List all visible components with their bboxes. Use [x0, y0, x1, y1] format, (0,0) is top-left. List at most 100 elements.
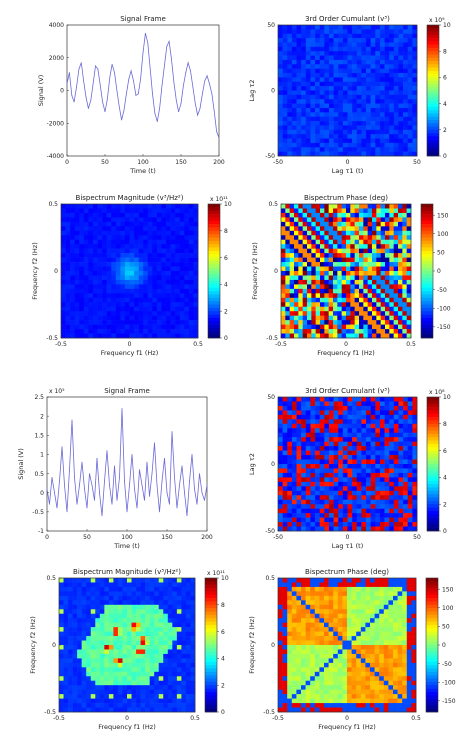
heatmap-cell: [319, 428, 325, 434]
heatmap-cell: [346, 288, 351, 294]
heatmap-cell: [315, 441, 320, 447]
heatmap-cell: [380, 239, 386, 245]
heatmap-cell: [370, 481, 376, 487]
heatmap-cell: [366, 90, 371, 96]
heatmap-cell: [127, 689, 132, 695]
heatmap-cell: [97, 244, 103, 249]
colorbar-segment: [427, 54, 439, 59]
heatmap-cell: [310, 522, 316, 527]
heatmap-cell: [333, 107, 339, 113]
heatmap-cell: [372, 324, 377, 330]
colorbar-segment: [208, 234, 220, 238]
heatmap-cell: [108, 707, 114, 713]
heatmap-cell: [407, 147, 413, 152]
heatmap-cell: [389, 477, 395, 483]
heatmap-cell: [113, 609, 119, 615]
heatmap-cell: [131, 707, 137, 713]
heatmap-cell: [104, 586, 110, 592]
heatmap-cell: [315, 90, 320, 96]
heatmap-cell: [305, 410, 311, 416]
heatmap-cell: [188, 208, 194, 214]
heatmap-cell: [366, 405, 371, 411]
colorbar-segment: [427, 61, 439, 65]
heatmap-cell: [143, 293, 149, 299]
heatmap-cell: [350, 208, 355, 214]
heatmap-cell: [90, 689, 96, 695]
heatmap-cell: [412, 134, 418, 139]
heatmap-cell: [328, 275, 334, 281]
heatmap-cell: [175, 302, 181, 308]
heatmap-cell: [403, 486, 409, 492]
heatmap-cell: [81, 707, 87, 713]
heatmap-cell: [342, 68, 348, 74]
heatmap-cell: [188, 235, 194, 241]
heatmap-cell: [282, 38, 288, 43]
heatmap-cell: [315, 147, 320, 152]
heatmap-cell: [282, 94, 288, 100]
colorbar-segment: [427, 460, 439, 465]
heatmap-cell: [412, 112, 418, 117]
heatmap-cell: [333, 129, 339, 135]
heatmap-cell: [179, 329, 185, 334]
heatmap-cell: [152, 297, 158, 303]
heatmap-cell: [324, 77, 330, 83]
heatmap-cell: [129, 204, 135, 209]
heatmap-cell: [172, 667, 178, 673]
heatmap-cell: [305, 414, 311, 420]
heatmap-cell: [81, 694, 87, 699]
heatmap-cell: [403, 405, 409, 411]
heatmap-cell: [393, 33, 399, 39]
heatmap-cell: [185, 591, 191, 597]
heatmap-cell: [393, 464, 399, 469]
heatmap-cell: [296, 151, 302, 157]
heatmap-cell: [342, 522, 348, 527]
heatmap-cell: [117, 676, 123, 682]
heatmap-cell: [375, 90, 381, 96]
heatmap-cell: [354, 226, 360, 232]
heatmap-cell: [342, 129, 348, 135]
heatmap-cell: [83, 239, 89, 245]
heatmap-cell: [289, 235, 295, 241]
heatmap-cell: [122, 627, 128, 632]
heatmap-cell: [181, 631, 187, 637]
heatmap-cell: [366, 38, 371, 43]
colorbar-segment: [427, 507, 439, 512]
heatmap-cell: [287, 103, 293, 109]
heatmap-cell: [324, 138, 330, 144]
heatmap-cell: [376, 329, 381, 334]
heatmap-cell: [398, 151, 404, 157]
heatmap-cell: [108, 645, 114, 650]
heatmap-cell: [291, 410, 297, 416]
heatmap-cell: [154, 703, 160, 708]
heatmap-cell: [403, 468, 409, 474]
heatmap-cell: [319, 432, 325, 438]
heatmap-cell: [310, 517, 316, 523]
heatmap-cell: [115, 279, 121, 285]
heatmap-cell: [389, 121, 395, 126]
heatmap-cell: [389, 25, 395, 30]
heatmap-cell: [149, 609, 155, 615]
heatmap-cell: [190, 698, 196, 704]
heatmap-cell: [294, 239, 299, 245]
heatmap-cell: [311, 288, 316, 294]
heatmap-cell: [63, 698, 69, 704]
heatmap-cell: [156, 302, 162, 308]
heatmap-cell: [370, 138, 376, 144]
heatmap-cell: [402, 212, 407, 218]
heatmap-cell: [384, 90, 390, 96]
heatmap-cell: [95, 582, 101, 588]
heatmap-cell: [106, 253, 112, 258]
heatmap-cell: [361, 508, 367, 514]
heatmap-cell: [122, 680, 128, 686]
heatmap-cell: [363, 271, 368, 276]
heatmap-cell: [412, 481, 418, 487]
heatmap-cell: [370, 90, 376, 96]
heatmap-cell: [384, 29, 390, 35]
heatmap-cell: [370, 59, 376, 65]
heatmap-cell: [278, 526, 283, 532]
heatmap-cell: [184, 221, 190, 227]
colorbar-segment: [205, 634, 217, 639]
heatmap-cell: [402, 279, 407, 285]
colorbar-tick-label: -100: [437, 305, 451, 312]
heatmap-cell: [384, 125, 390, 131]
